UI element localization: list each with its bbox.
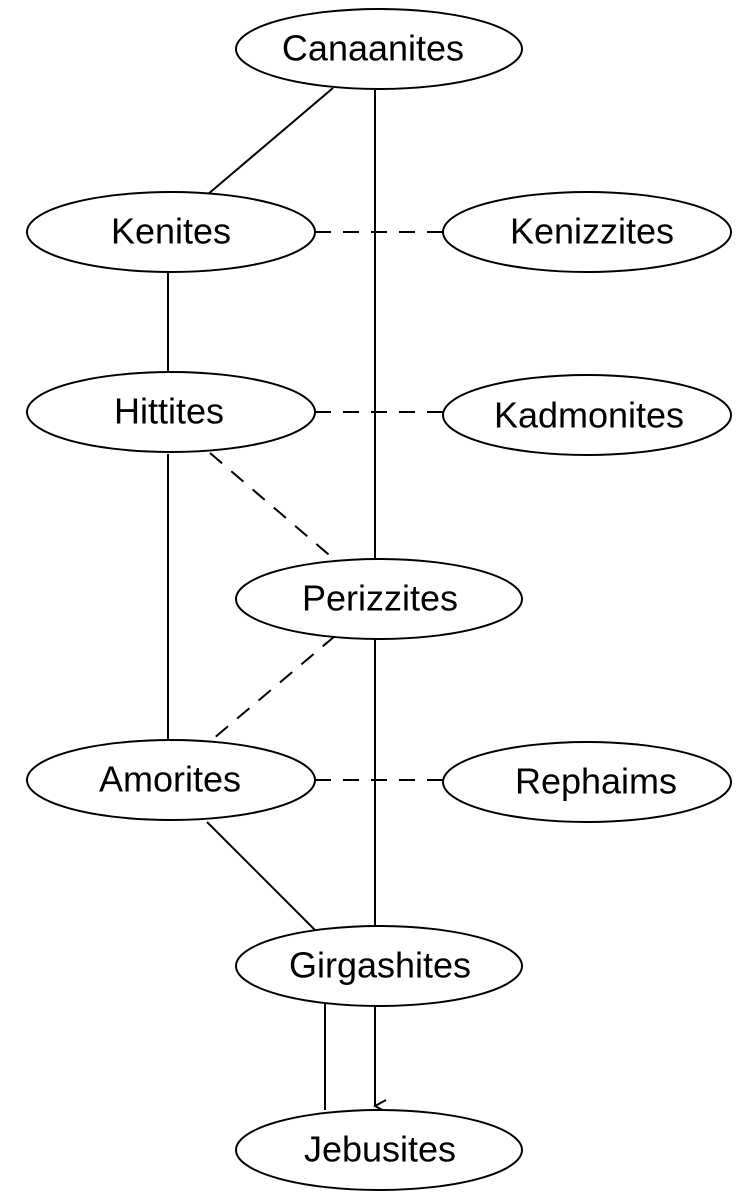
node-amorites: Amorites (26, 739, 316, 821)
node-rephaims: Rephaims (442, 741, 732, 823)
node-label-kadmonites: Kadmonites (494, 395, 684, 436)
edge-amorites-girgashites (206, 821, 316, 931)
node-hittites: Hittites (26, 371, 316, 453)
node-label-jebusites: Jebusites (304, 1129, 456, 1170)
node-canaanites: Canaanites (235, 8, 523, 90)
node-label-canaanites: Canaanites (282, 28, 464, 69)
node-label-rephaims: Rephaims (515, 761, 677, 802)
node-label-perizzites: Perizzites (302, 578, 458, 619)
node-label-kenizzites: Kenizzites (510, 211, 674, 252)
node-kenizzites: Kenizzites (442, 191, 732, 273)
node-label-girgashites: Girgashites (289, 945, 471, 986)
node-girgashites: Girgashites (235, 925, 523, 1007)
node-jebusites: Jebusites (235, 1109, 523, 1191)
edge-perizzites-amorites (206, 635, 336, 745)
node-kenites: Kenites (26, 191, 316, 273)
node-label-kenites: Kenites (111, 211, 231, 252)
nodes-group: Canaanites Kenites Kenizzites Hittites K… (26, 8, 732, 1191)
edges-group (167, 87, 443, 1110)
edge-hittites-perizzites (209, 452, 336, 561)
node-kadmonites: Kadmonites (442, 374, 732, 456)
edge-canaanites-kenites (206, 87, 334, 196)
node-label-amorites: Amorites (99, 759, 241, 800)
node-label-hittites: Hittites (114, 391, 224, 432)
node-perizzites: Perizzites (235, 558, 523, 640)
